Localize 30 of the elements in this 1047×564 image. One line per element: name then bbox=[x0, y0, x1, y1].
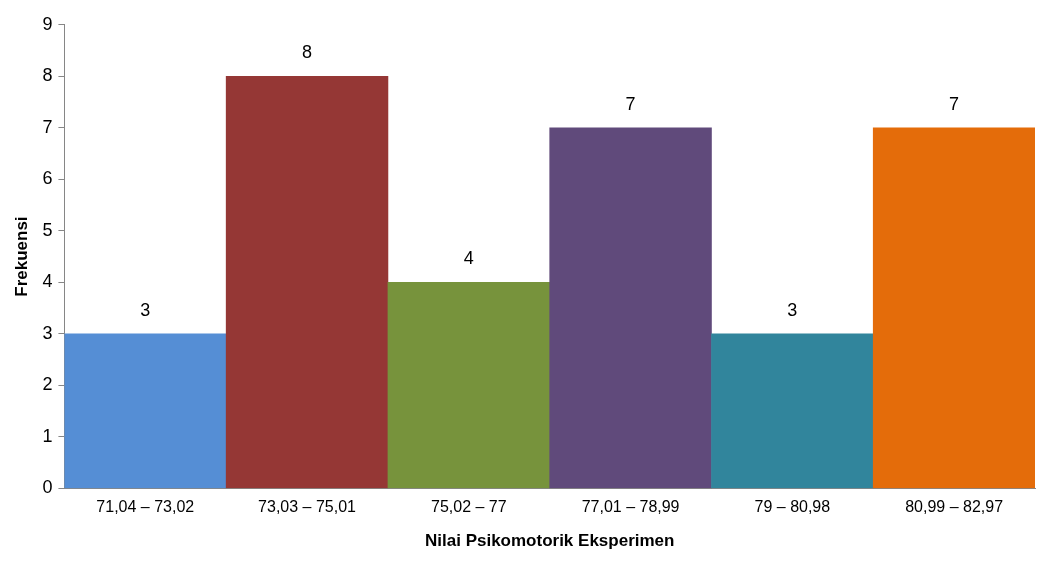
y-tick-label: 0 bbox=[42, 477, 53, 498]
data-label: 7 bbox=[949, 93, 960, 114]
x-tick-label: 80,99 – 82,97 bbox=[905, 498, 1004, 516]
bar bbox=[549, 127, 712, 489]
y-tick-label: 2 bbox=[42, 374, 53, 395]
y-tick-label: 3 bbox=[42, 322, 53, 343]
y-tick-label: 1 bbox=[42, 425, 53, 446]
x-axis-title: Nilai Psikomotorik Eksperimen bbox=[424, 531, 675, 551]
data-label: 4 bbox=[463, 248, 474, 269]
x-tick-label: 79 – 80,98 bbox=[754, 498, 831, 516]
y-tick-label: 4 bbox=[42, 271, 53, 292]
bar bbox=[872, 127, 1035, 489]
data-label: 3 bbox=[787, 299, 798, 320]
y-axis-title: Frekuensi bbox=[11, 216, 31, 297]
data-label: 3 bbox=[140, 299, 151, 320]
data-label: 7 bbox=[625, 93, 636, 114]
x-tick-label: 71,04 – 73,02 bbox=[96, 498, 195, 516]
y-tick-label: 7 bbox=[42, 116, 53, 137]
y-tick-label: 9 bbox=[42, 13, 53, 34]
data-label: 8 bbox=[302, 42, 313, 63]
bar bbox=[387, 282, 551, 489]
y-tick-label: 8 bbox=[42, 65, 53, 86]
bar bbox=[711, 333, 874, 489]
bar bbox=[225, 75, 389, 489]
x-tick-label: 75,02 – 77 bbox=[431, 498, 507, 516]
y-tick-label: 6 bbox=[42, 168, 53, 189]
x-tick-label: 73,03 – 75,01 bbox=[258, 498, 357, 516]
x-tick-label: 77,01 – 78,99 bbox=[581, 498, 680, 516]
bar bbox=[64, 333, 227, 489]
y-tick-label: 5 bbox=[42, 219, 53, 240]
